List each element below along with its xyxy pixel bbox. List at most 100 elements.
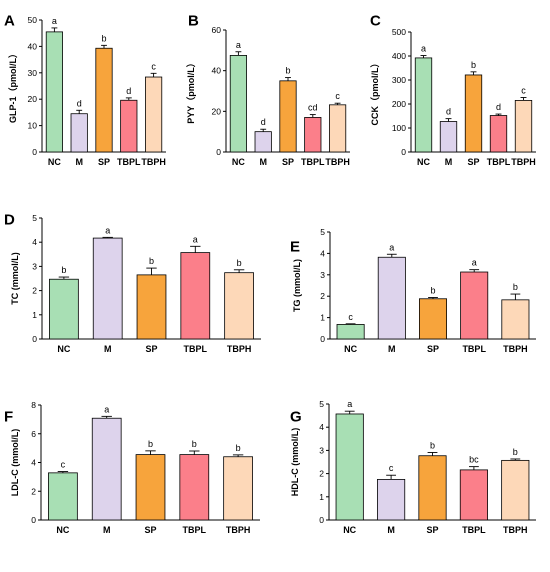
bar-M — [70, 113, 88, 153]
y-tick-label: 6 — [31, 429, 36, 439]
y-tick-label: 200 — [392, 99, 406, 109]
x-tick-label: TBPH — [227, 344, 252, 354]
bar-TBPL — [120, 99, 138, 153]
bar-M — [92, 237, 123, 340]
x-tick-label: TBPL — [462, 344, 486, 354]
significance-label: b — [513, 282, 518, 292]
y-tick-label: 0 — [31, 515, 36, 525]
significance-label: a — [421, 44, 426, 54]
y-axis-title: TG (mmol/L) — [292, 259, 302, 312]
significance-label: a — [52, 16, 57, 26]
panel-B: B 0 20 40 60 PYY（pmol/L） a NC d Mb SP cd TBPL c TBPH — [186, 12, 350, 167]
x-tick-label: TBPH — [503, 344, 528, 354]
significance-label: a — [347, 399, 352, 409]
x-tick-label: TBPL — [462, 525, 486, 535]
bar-TBPL — [459, 469, 488, 521]
significance-label: b — [148, 439, 153, 449]
significance-label: b — [237, 258, 242, 268]
x-tick-label: NC — [48, 157, 61, 167]
panel-label: G — [290, 408, 302, 425]
y-axis-title: CCK（pmol/L） — [370, 59, 380, 126]
x-tick-label: M — [103, 525, 111, 535]
bar-TBPH — [145, 76, 163, 153]
significance-label: d — [496, 102, 501, 112]
panel-label: B — [188, 12, 199, 29]
y-tick-label: 0 — [401, 147, 406, 157]
significance-label: b — [471, 60, 476, 70]
significance-label: d — [446, 107, 451, 117]
y-tick-label: 500 — [392, 27, 406, 37]
panel-G: G 0 1 2 3 4 5 HDL-C (mmol/L) a NC c Mb SP bc TBPL b TBPH — [290, 399, 536, 535]
x-tick-label: M — [445, 157, 453, 167]
x-tick-label: M — [388, 344, 396, 354]
x-tick-label: M — [104, 344, 112, 354]
significance-label: b — [430, 285, 435, 295]
bar-SP — [136, 274, 167, 340]
y-tick-label: 0 — [32, 147, 37, 157]
y-tick-label: 0 — [216, 147, 221, 157]
panel-label: F — [4, 408, 13, 425]
bar-TBPL — [179, 454, 210, 521]
bar-TBPL — [180, 252, 211, 340]
x-tick-label: TBPL — [487, 157, 511, 167]
significance-label: c — [61, 460, 66, 470]
bar-TBPH — [501, 459, 530, 521]
x-tick-label: NC — [417, 157, 430, 167]
x-tick-label: NC — [232, 157, 245, 167]
panel-F: F 0 2 4 6 8 LDL-C (mmol/L) c NC a Mb SP b TBPL b TBPH — [4, 400, 260, 535]
bar-SP — [418, 455, 447, 521]
y-tick-label: 4 — [319, 422, 324, 432]
y-tick-label: 5 — [320, 227, 325, 237]
significance-label: c — [389, 463, 394, 473]
bar-SP — [419, 298, 447, 340]
panel-label: C — [370, 12, 381, 29]
bar-SP — [95, 47, 113, 153]
significance-label: d — [261, 117, 266, 127]
y-axis-title: PYY（pmol/L） — [186, 58, 196, 124]
x-tick-label: M — [75, 157, 83, 167]
y-tick-label: 20 — [212, 106, 222, 116]
panel-C: C 0 100 200 300 400 500 CCK（pmol/L） a NC d Mb SP d TBP… — [370, 12, 536, 167]
significance-label: b — [192, 439, 197, 449]
y-tick-label: 40 — [28, 41, 38, 51]
bar-TBPL — [460, 271, 489, 340]
significance-label: b — [430, 440, 435, 450]
significance-label: c — [521, 86, 526, 96]
x-tick-label: TBPL — [183, 525, 207, 535]
y-tick-label: 0 — [32, 334, 37, 344]
y-tick-label: 0 — [320, 334, 325, 344]
y-tick-label: 8 — [31, 400, 36, 410]
bar-NC — [336, 324, 365, 340]
y-tick-label: 4 — [31, 458, 36, 468]
bar-M — [439, 121, 458, 153]
x-tick-label: SP — [427, 344, 439, 354]
y-tick-label: 2 — [31, 486, 36, 496]
significance-label: cd — [308, 103, 318, 113]
x-tick-label: TBPH — [511, 157, 536, 167]
bar-M — [254, 131, 272, 153]
y-tick-label: 50 — [28, 15, 38, 25]
x-tick-label: NC — [344, 344, 357, 354]
y-tick-label: 1 — [32, 310, 37, 320]
y-axis-title: LDL-C (mmol/L) — [10, 429, 20, 497]
significance-label: a — [236, 40, 241, 50]
panel-label: A — [4, 12, 15, 29]
bar-NC — [335, 413, 364, 521]
y-tick-label: 2 — [32, 286, 37, 296]
y-tick-label: 400 — [392, 51, 406, 61]
bar-TBPH — [329, 104, 347, 153]
x-tick-label: NC — [56, 525, 69, 535]
y-tick-label: 60 — [212, 25, 222, 35]
y-tick-label: 5 — [319, 399, 324, 409]
x-tick-label: SP — [144, 525, 156, 535]
bar-TBPL — [489, 115, 508, 153]
y-tick-label: 4 — [32, 237, 37, 247]
significance-label: c — [151, 61, 156, 71]
y-tick-label: 10 — [28, 121, 38, 131]
bar-TBPH — [514, 100, 533, 153]
significance-label: b — [285, 66, 290, 76]
significance-label: b — [236, 443, 241, 453]
y-tick-label: 3 — [320, 270, 325, 280]
bar-NC — [48, 472, 78, 521]
